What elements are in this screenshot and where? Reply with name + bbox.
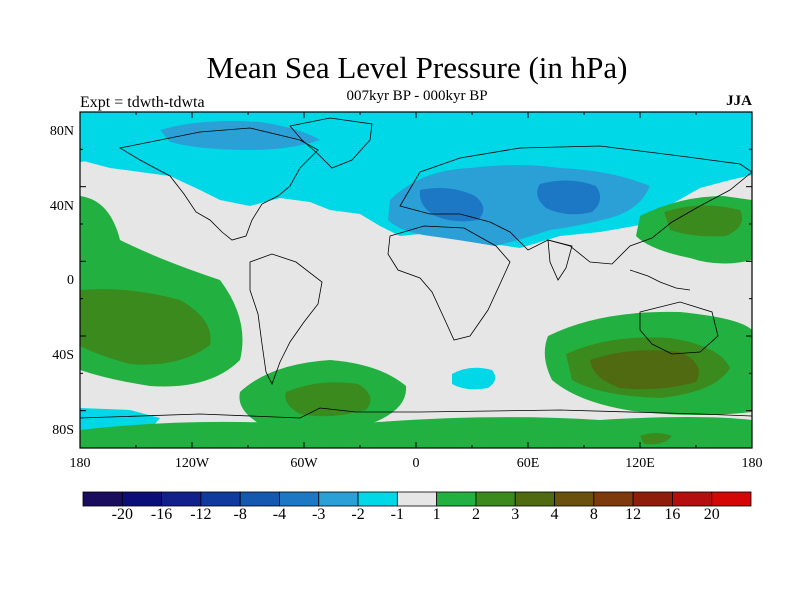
india-outline	[547, 239, 573, 281]
colorbar-swatch	[82, 491, 123, 507]
australia-outline	[639, 301, 719, 355]
eurasia-outline	[399, 145, 752, 265]
colorbar-label: 16	[664, 506, 681, 523]
colorbar-swatch	[554, 491, 595, 507]
colorbar-swatch	[121, 491, 162, 507]
colorbar-label: -2	[351, 506, 365, 523]
colorbar-label: -20	[111, 506, 133, 523]
season-label: JJA	[726, 93, 752, 109]
colorbar-swatch	[279, 491, 320, 507]
asia-neg3-region	[537, 180, 601, 215]
x-tick-label: 120W	[174, 456, 210, 471]
y-tick-label: 80N	[49, 124, 74, 139]
indian-ocean-pos3	[590, 350, 699, 390]
x-tick-label: 180	[69, 456, 91, 471]
colorbar-label: -16	[150, 506, 173, 523]
colorbar-label: 4	[550, 506, 559, 523]
colorbar	[82, 491, 752, 507]
x-tick-label: 60E	[516, 456, 540, 471]
southern-neg1-patch	[452, 367, 496, 390]
africa-outline	[387, 225, 511, 341]
north-america-outline	[118, 127, 319, 241]
colorbar-label: 3	[511, 506, 520, 523]
colorbar-label: 1	[432, 506, 441, 523]
south-pacific-pos2	[80, 289, 211, 365]
colorbar-label: 2	[471, 506, 480, 523]
colorbar-swatch	[200, 491, 241, 507]
south-atlantic-pos2	[285, 382, 371, 417]
colorbar-label: -12	[190, 506, 212, 523]
axis-ticks	[79, 111, 753, 449]
colorbar-label: 12	[625, 506, 642, 523]
colorbar-label: 20	[703, 506, 720, 523]
europe-neg3-region	[419, 188, 484, 222]
x-tick-label: 180	[741, 456, 763, 471]
y-tick-label: 0	[67, 273, 74, 288]
antarctica-outline	[80, 407, 752, 419]
experiment-label: Expt = tdwth-tdwta	[80, 94, 205, 111]
colorbar-label: -4	[272, 506, 287, 523]
map-fields	[80, 112, 752, 448]
colorbar-label: -8	[233, 506, 247, 523]
y-tick-label: 40S	[52, 348, 74, 363]
greenland-neg2-region	[160, 121, 320, 150]
colorbar-swatch	[436, 491, 477, 507]
y-tick-label: 40N	[49, 199, 74, 214]
south-america-outline	[249, 253, 323, 386]
pacific-neg1-patch	[80, 150, 96, 162]
chart-subtitle: 007kyr BP - 000kyr BP	[346, 88, 488, 104]
maritime-islands-outline	[629, 269, 691, 291]
y-tick-label: 80S	[52, 423, 74, 438]
x-tick-label: 0	[412, 456, 420, 471]
x-tick-label: 120E	[625, 456, 655, 471]
colorbar-label: 8	[589, 506, 598, 523]
antarctic-pos2-patch	[640, 433, 672, 445]
north-pacific-pos2	[664, 205, 743, 237]
colorbar-swatch	[632, 491, 673, 507]
colorbar-swatch	[396, 491, 438, 507]
colorbar-swatch	[161, 491, 202, 507]
colorbar-swatch	[357, 491, 398, 507]
colorbar-label: -1	[390, 506, 404, 523]
x-tick-label: 60W	[290, 456, 318, 471]
colorbar-swatch	[239, 491, 280, 507]
coastlines	[80, 117, 752, 419]
greenland-outline	[289, 117, 373, 169]
chart-title: Mean Sea Level Pressure (in hPa)	[206, 50, 628, 85]
colorbar-swatch	[514, 491, 555, 507]
colorbar-swatch	[318, 491, 359, 507]
colorbar-swatch	[593, 491, 634, 507]
colorbar-label: -3	[312, 506, 326, 523]
colorbar-swatch	[711, 491, 752, 507]
antarctic-pos1	[80, 417, 752, 448]
colorbar-swatch	[672, 491, 713, 507]
colorbar-swatch	[475, 491, 516, 507]
